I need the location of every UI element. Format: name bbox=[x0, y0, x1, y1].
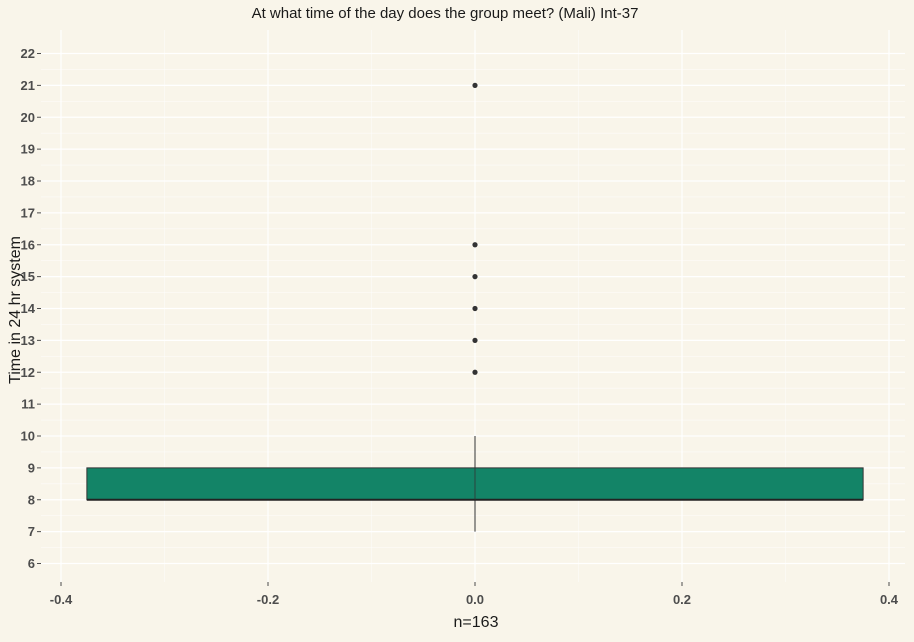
y-tick-label: 17 bbox=[21, 205, 35, 220]
outlier-point bbox=[472, 274, 478, 280]
y-axis-title: Time in 24 hr system bbox=[7, 236, 24, 384]
y-tick-label: 7 bbox=[28, 524, 35, 539]
y-tick-label: 6 bbox=[28, 556, 35, 571]
y-tick-label: 14 bbox=[21, 301, 36, 316]
y-tick-label: 11 bbox=[21, 397, 35, 412]
y-tick-label: 16 bbox=[21, 237, 35, 252]
x-tick-label: 0.2 bbox=[673, 592, 691, 607]
outlier-point bbox=[472, 337, 478, 343]
y-tick-label: 13 bbox=[21, 333, 35, 348]
y-tick-label: 12 bbox=[21, 365, 35, 380]
minor-gridlines bbox=[41, 30, 905, 582]
y-tick-label: 20 bbox=[21, 110, 35, 125]
x-tick-label: -0.2 bbox=[257, 592, 279, 607]
x-axis-title: n=163 bbox=[454, 614, 499, 631]
outlier-point bbox=[472, 305, 478, 312]
x-tick-label: -0.4 bbox=[50, 592, 73, 607]
y-tick-label: 8 bbox=[28, 492, 35, 507]
y-tick-label: 10 bbox=[21, 429, 35, 444]
y-tick-label: 21 bbox=[21, 78, 35, 93]
x-tick-label: 0.0 bbox=[466, 592, 484, 607]
y-tick-label: 15 bbox=[21, 269, 35, 284]
chart-title: At what time of the day does the group m… bbox=[252, 5, 639, 22]
y-tick-label: 19 bbox=[21, 142, 35, 157]
outlier-point bbox=[472, 242, 478, 248]
x-tick-label: 0.4 bbox=[880, 592, 899, 607]
y-tick-label: 18 bbox=[21, 174, 35, 189]
outlier-point bbox=[472, 82, 478, 88]
axis-ticks: -0.4 -0.2 0.0 0.2 0.4 6 7 8 9 10 11 12 13 14 15 16 17 18 1… bbox=[21, 46, 899, 607]
y-tick-label: 9 bbox=[28, 460, 35, 475]
plot-marks bbox=[86, 82, 864, 532]
y-tick-label: 22 bbox=[21, 46, 35, 61]
outlier-point bbox=[472, 369, 478, 375]
